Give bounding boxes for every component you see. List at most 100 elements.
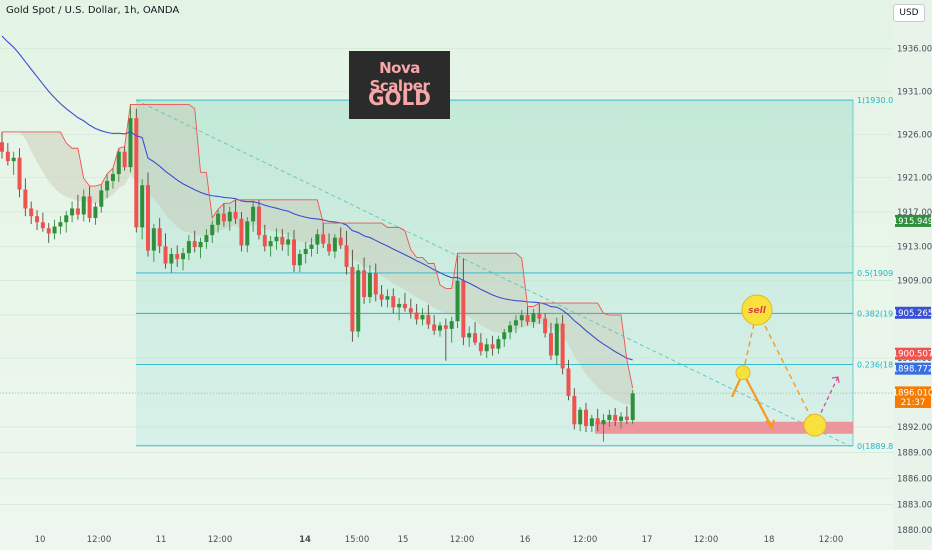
price-axis-label: 1880.000 [897,526,932,536]
price-tag-label: 21:37 [901,398,926,408]
time-axis-label: 12:00 [87,535,112,545]
candle-down [402,303,407,309]
candle-down [40,222,45,229]
candle-down [560,323,565,369]
projection-dash [756,309,816,426]
price-axis-background [893,0,932,550]
candle-up [420,315,425,320]
price-axis-label: 1883.000 [897,500,932,510]
currency-button[interactable]: USD [893,4,925,22]
candle-up [198,242,203,248]
time-axis-label: 12:00 [208,535,233,545]
time-axis-label: 17 [642,535,653,545]
ma-blue-line [1,35,633,361]
candle-down [613,414,618,421]
price-axis-label: 1886.000 [897,475,932,485]
candle-up [181,253,186,260]
candle-down [473,333,478,343]
candle-up [519,315,524,321]
candle-down [379,294,384,300]
time-axis-label: 15 [398,535,409,545]
candle-down [624,416,629,421]
sell-label: sell [748,306,767,316]
candle-down [256,206,261,236]
cloud-band [2,104,633,406]
time-axis-label: 16 [520,535,531,545]
candle-down [75,208,80,215]
price-axis-label: 1892.000 [897,423,932,433]
candle-up [52,226,57,234]
candle-up [578,409,583,425]
candle-down [408,308,413,313]
candle-down [432,324,437,331]
candle-down [134,118,139,228]
candle-up [251,206,256,222]
candle-down [537,313,542,319]
candle-up [619,416,624,421]
arrow-head [765,419,775,430]
candle-down [584,409,588,427]
candle-down [543,318,548,334]
price-tag [895,395,931,408]
candle-down [443,325,448,329]
price-tag [895,306,931,319]
candle-up [449,321,454,329]
time-axis-label: 11 [156,535,167,545]
candle-down [239,218,244,246]
candle-down [122,151,127,168]
candle-down [525,315,530,322]
price-axis-label: 1909.000 [897,277,932,287]
price-tag-label: 1905.265 [893,309,932,319]
price-tag [895,347,931,360]
candle-up [607,414,612,421]
price-tag-label: 1915.949 [893,217,932,227]
price-tag-label: 1898.772 [893,365,932,375]
candle-up [169,254,174,264]
candle-up [508,325,513,333]
rebound-arrow-head [831,376,840,384]
candle-down [572,395,577,425]
candle-up [81,196,86,215]
price-tag [895,214,931,227]
candle-up [309,244,314,249]
candle-up [601,420,606,425]
candle-up [93,206,98,218]
target-marker [803,413,827,437]
sell-marker [741,294,773,326]
candle-down [327,243,332,252]
price-axis-label: 1913.000 [897,242,932,252]
time-axis-label: 12:00 [573,535,598,545]
candle-up [216,213,221,225]
time-axis-background [0,528,893,550]
candle-down [0,142,4,152]
candle-up [356,270,361,332]
logo-line2: GOLD [368,86,431,110]
candle-up [274,236,279,242]
candle-up [513,320,518,326]
candle-down [175,254,180,260]
candle-up [204,235,209,242]
candle-up [467,333,472,338]
nova-scalper-logo: Nova Scalper GOLD [349,51,450,119]
candle-down [338,237,343,246]
fib-level-label: 0.5(1909.9( [857,269,904,278]
projection-dash [742,309,758,373]
candle-up [630,393,635,421]
candle-up [268,241,273,247]
candle-up [438,325,442,331]
candle-up [116,151,121,175]
candle-up [140,185,145,228]
candle-down [46,228,51,234]
candle-up [303,248,308,255]
candle-up [367,272,372,298]
candle-up [554,323,559,356]
candle-down [426,315,431,325]
candle-down [461,280,466,338]
candle-down [157,228,162,247]
candle-up [70,208,75,216]
price-tag [895,362,931,375]
candle-up [496,339,501,349]
candle-down [478,342,483,352]
candle-up [385,296,390,300]
